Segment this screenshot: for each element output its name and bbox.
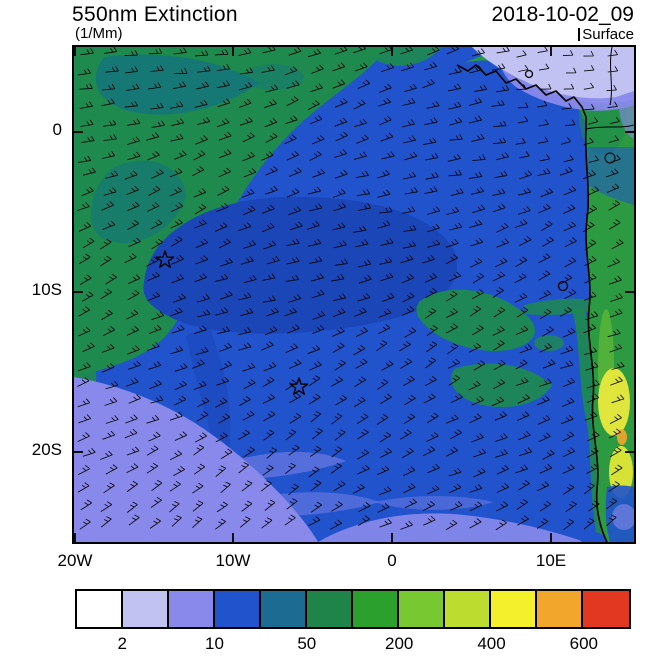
x-axis-tick-label: 0 (387, 551, 397, 570)
region-topleft-teal-2 (90, 160, 186, 243)
region-bottomleft-periwinkle (74, 377, 318, 542)
colorbar-cell (583, 591, 629, 627)
region-land-orange-dot (617, 429, 627, 445)
colorbar-tick-label: 400 (477, 634, 506, 653)
colorbar-cell (537, 591, 583, 627)
colorbar-tick-label: 50 (297, 634, 317, 653)
colorbar-cell (491, 591, 537, 627)
x-axis-tick-label: 10E (535, 551, 567, 570)
colorbar-cell (77, 591, 123, 627)
colorbar-cell (353, 591, 399, 627)
colorbar-tick-label: 2 (117, 634, 127, 653)
region-topleft-teal-3 (244, 64, 304, 90)
colorbar-tick-label: 600 (569, 634, 598, 653)
colorbar (75, 589, 631, 629)
star-marker (289, 377, 309, 395)
region-land-yellow-2 (609, 446, 633, 498)
region-topright-peri-edge (619, 105, 634, 139)
colorbar-cell (399, 591, 445, 627)
colorbar-cell (261, 591, 307, 627)
region-bottom-streak (374, 496, 494, 510)
map-plot (72, 45, 636, 544)
region-central-dark-blue (143, 196, 458, 334)
colorbar-cell (445, 591, 491, 627)
y-axis-tick-label: 10S (31, 280, 62, 299)
star-marker (155, 250, 175, 268)
coastline (456, 64, 608, 542)
plot-title: 550nm Extinction (72, 3, 238, 26)
colorbar-cell (307, 591, 353, 627)
corner-tick-icon (578, 28, 581, 41)
plot-datetime: 2018-10-02_09 (491, 3, 634, 26)
colorbar-tick-label: 200 (385, 634, 414, 653)
plot-level-label: Surface (582, 26, 634, 43)
region-top-green-spur (374, 47, 442, 66)
colorbar-cell (169, 591, 215, 627)
region-land-periwinkle-bottom (612, 504, 634, 530)
y-axis-tick-label: 20S (31, 440, 62, 459)
border-line (609, 47, 613, 106)
border-line (585, 124, 634, 130)
colorbar-labels: 2 10 50 200 400 600 (76, 634, 630, 654)
colorbar-cell (123, 591, 169, 627)
colorbar-tick-label: 10 (205, 634, 224, 653)
plot-level: Surface (578, 26, 634, 43)
region-centerright-green-b (451, 363, 552, 408)
region-bl-streak-2 (234, 492, 379, 517)
wind-barbs (76, 47, 625, 531)
region-centerright-green-a (416, 289, 535, 352)
island-outline (557, 280, 569, 292)
plot-units: (1/Mm) (75, 25, 123, 42)
region-centerright-green-speck (534, 335, 564, 351)
border-line (604, 152, 616, 164)
colorbar-cell (215, 591, 261, 627)
region-bl-streak-1 (214, 451, 346, 480)
y-axis-tick-label: 0 (52, 120, 62, 139)
region-topright-periwinkle (502, 69, 634, 111)
region-topright-lavender (472, 47, 634, 104)
region-central-blue-streak (186, 327, 231, 464)
island-outline (524, 69, 534, 79)
x-axis-tick-label: 10W (215, 551, 251, 570)
x-axis-tick-label: 20W (57, 551, 93, 570)
